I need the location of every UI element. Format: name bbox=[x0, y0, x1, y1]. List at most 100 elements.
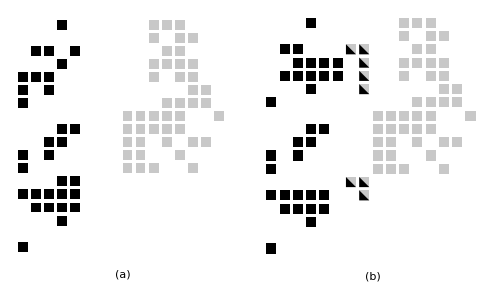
Bar bbox=[44, 85, 54, 95]
Bar bbox=[412, 111, 422, 121]
Bar bbox=[452, 97, 462, 108]
Bar bbox=[148, 59, 158, 69]
Bar bbox=[122, 150, 132, 160]
Bar bbox=[439, 71, 449, 81]
Bar bbox=[372, 124, 382, 134]
Polygon shape bbox=[359, 57, 370, 68]
Bar bbox=[306, 57, 316, 68]
Bar bbox=[70, 202, 80, 213]
Bar bbox=[18, 85, 28, 95]
Bar bbox=[426, 44, 436, 54]
Bar bbox=[174, 98, 184, 108]
Bar bbox=[280, 204, 289, 214]
Bar bbox=[266, 243, 276, 253]
Bar bbox=[426, 18, 436, 28]
Bar bbox=[399, 111, 409, 121]
Bar bbox=[320, 190, 330, 200]
Bar bbox=[359, 44, 370, 54]
Bar bbox=[201, 85, 211, 95]
Bar bbox=[148, 20, 158, 30]
Polygon shape bbox=[359, 71, 370, 81]
Bar bbox=[266, 97, 276, 108]
Bar bbox=[122, 111, 132, 121]
Bar bbox=[174, 150, 184, 160]
Bar bbox=[399, 31, 409, 41]
Bar bbox=[332, 57, 343, 68]
Bar bbox=[57, 59, 67, 69]
Bar bbox=[70, 189, 80, 200]
Bar bbox=[188, 33, 198, 43]
Bar bbox=[57, 189, 67, 200]
Bar bbox=[162, 137, 172, 147]
Bar bbox=[426, 71, 436, 81]
Bar bbox=[31, 46, 41, 56]
Bar bbox=[359, 190, 370, 200]
Bar bbox=[306, 190, 316, 200]
Bar bbox=[18, 163, 28, 173]
Bar bbox=[162, 98, 172, 108]
Bar bbox=[122, 124, 132, 134]
Bar bbox=[174, 124, 184, 134]
Bar bbox=[293, 71, 303, 81]
Bar bbox=[188, 98, 198, 108]
Bar bbox=[44, 72, 54, 82]
Bar bbox=[266, 164, 276, 174]
Bar bbox=[293, 137, 303, 147]
Bar bbox=[44, 202, 54, 213]
Bar bbox=[293, 44, 303, 54]
Bar bbox=[31, 72, 41, 82]
Bar bbox=[306, 18, 316, 28]
Bar bbox=[57, 124, 67, 134]
Bar bbox=[57, 176, 67, 186]
Bar bbox=[306, 71, 316, 81]
Bar bbox=[293, 57, 303, 68]
Bar bbox=[266, 190, 276, 200]
Bar bbox=[18, 242, 28, 252]
Bar bbox=[452, 137, 462, 147]
Bar bbox=[372, 111, 382, 121]
Bar bbox=[44, 150, 54, 160]
Bar bbox=[320, 204, 330, 214]
Bar bbox=[162, 111, 172, 121]
Bar bbox=[57, 137, 67, 147]
Bar bbox=[136, 124, 145, 134]
Bar bbox=[399, 57, 409, 68]
Bar bbox=[386, 124, 396, 134]
Bar bbox=[44, 189, 54, 200]
Bar bbox=[439, 57, 449, 68]
Bar bbox=[412, 44, 422, 54]
Bar bbox=[306, 137, 316, 147]
Bar bbox=[148, 163, 158, 173]
Bar bbox=[148, 72, 158, 82]
Bar bbox=[386, 151, 396, 161]
Bar bbox=[174, 20, 184, 30]
Bar bbox=[306, 217, 316, 227]
Bar bbox=[359, 177, 370, 187]
Bar bbox=[162, 46, 172, 56]
Bar bbox=[136, 137, 145, 147]
Bar bbox=[320, 71, 330, 81]
Bar bbox=[386, 137, 396, 147]
Bar bbox=[122, 137, 132, 147]
Bar bbox=[346, 177, 356, 187]
Bar bbox=[188, 137, 198, 147]
Bar bbox=[466, 111, 475, 121]
Bar bbox=[70, 124, 80, 134]
Bar bbox=[412, 57, 422, 68]
Bar bbox=[293, 204, 303, 214]
Bar bbox=[426, 97, 436, 108]
Bar bbox=[426, 151, 436, 161]
Bar bbox=[18, 189, 28, 200]
Bar bbox=[201, 98, 211, 108]
Polygon shape bbox=[359, 84, 370, 94]
Text: (a): (a) bbox=[114, 270, 130, 280]
Bar bbox=[214, 111, 224, 121]
Polygon shape bbox=[359, 44, 370, 54]
Bar bbox=[57, 20, 67, 30]
Bar bbox=[280, 71, 289, 81]
Bar bbox=[70, 176, 80, 186]
Bar bbox=[162, 20, 172, 30]
Bar bbox=[174, 46, 184, 56]
Bar bbox=[426, 111, 436, 121]
Bar bbox=[399, 164, 409, 174]
